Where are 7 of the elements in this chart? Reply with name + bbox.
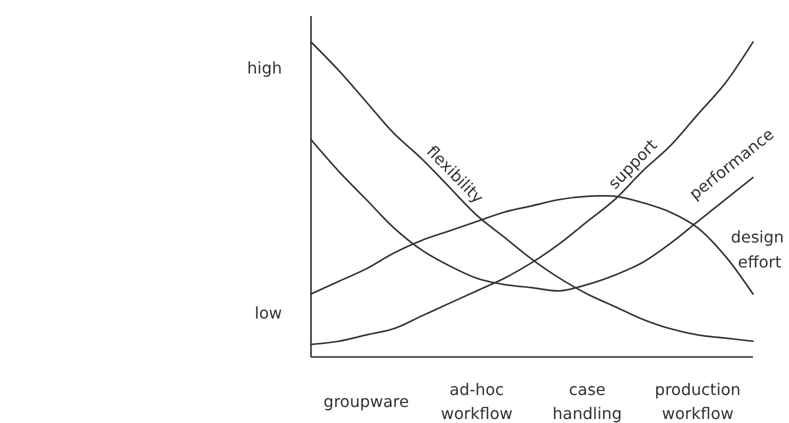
x-tick-label: groupware — [324, 392, 409, 410]
x-tick-label: ad-hoc workflow — [440, 380, 513, 422]
series-label: design effort — [730, 228, 784, 272]
x-tick-label: case handling — [552, 380, 622, 422]
text: high — [247, 58, 282, 78]
text: low — [254, 304, 282, 322]
x-tick-label: production workflow — [654, 380, 741, 422]
